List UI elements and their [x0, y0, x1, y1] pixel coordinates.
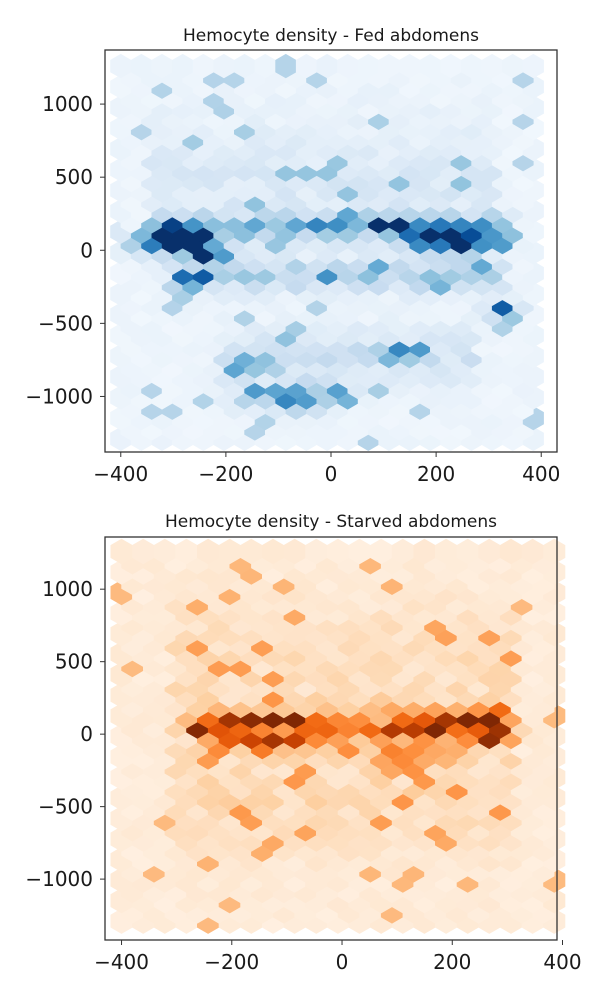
x-tick-label: −400	[94, 950, 149, 974]
hexbin-cell	[192, 53, 214, 79]
starved-hexbin-panel: Hemocyte density - Starved abdomens −400…	[25, 512, 581, 974]
hexbin-cell	[262, 538, 284, 565]
x-tick-label: −400	[93, 462, 148, 486]
hexbin-cell	[399, 53, 421, 79]
chart-title: Hemocyte density - Starved abdomens	[165, 512, 497, 532]
hexbin-cell	[254, 53, 276, 79]
hexbin-cell	[240, 538, 263, 565]
hexbin-cell	[378, 53, 400, 79]
hexbin-cell	[283, 538, 306, 565]
y-axis: −1000 −500 0 500 1000	[25, 577, 105, 891]
hexbin-cell	[460, 53, 482, 79]
hexbin-cell	[456, 538, 479, 565]
x-axis: −400 −200 0 200 400	[94, 940, 582, 974]
hexbin-cell	[172, 53, 194, 79]
hexbin-cell	[478, 538, 501, 565]
hexbin-cells	[110, 538, 566, 934]
hexbin-cell	[521, 538, 544, 565]
chart-title: Hemocyte density - Fed abdomens	[183, 26, 479, 46]
y-tick-label: −1000	[25, 384, 93, 408]
y-tick-label: 0	[80, 722, 93, 746]
x-tick-label: 200	[417, 462, 455, 486]
hexbin-cell	[481, 53, 503, 79]
y-tick-label: 1000	[42, 577, 93, 601]
hexbin-cell	[153, 538, 176, 565]
x-tick-label: −200	[198, 462, 253, 486]
hexbin-cell	[337, 53, 359, 79]
x-axis: −400 −200 0 200 400	[93, 452, 560, 486]
hexbin-cell	[370, 538, 393, 565]
y-axis: −1000 −500 0 500 1000	[25, 92, 105, 408]
hexbin-cell	[197, 538, 220, 565]
hexbin-cell	[522, 53, 544, 79]
y-tick-label: 0	[80, 238, 93, 262]
y-tick-label: −1000	[25, 867, 93, 891]
y-tick-label: −500	[38, 311, 93, 335]
hexbin-cell	[275, 53, 297, 79]
hexbin-cell	[218, 538, 241, 565]
hexbin-cell	[419, 53, 441, 79]
hexbin-cell	[435, 538, 458, 565]
y-tick-label: 500	[55, 650, 93, 674]
y-tick-label: 1000	[42, 92, 93, 116]
hexbin-cell	[175, 538, 198, 565]
x-tick-label: 0	[325, 462, 338, 486]
hexbin-cell	[234, 53, 256, 79]
x-tick-label: −200	[204, 950, 259, 974]
hexbin-cell	[130, 53, 152, 79]
hexbin-cell	[413, 538, 436, 565]
hexbin-cell	[213, 53, 235, 79]
hexbin-cell	[316, 53, 338, 79]
hexbin-cell	[305, 538, 328, 565]
hexbin-cell	[499, 538, 522, 565]
hexbin-cell	[110, 538, 133, 565]
y-tick-label: −500	[38, 795, 93, 819]
hexbin-cell	[502, 53, 524, 79]
hexbin-cell	[348, 538, 371, 565]
fed-hexbin-panel: Hemocyte density - Fed abdomens −400 −200…	[25, 26, 560, 486]
x-tick-label: 400	[522, 462, 560, 486]
y-tick-label: 500	[55, 165, 93, 189]
hexbin-cells	[110, 53, 544, 451]
hexbin-cell	[151, 53, 173, 79]
hexbin-cell	[295, 53, 317, 79]
hexbin-cell	[326, 538, 349, 565]
x-tick-label: 400	[543, 950, 581, 974]
hexbin-cell	[110, 53, 132, 79]
x-tick-label: 200	[433, 950, 471, 974]
hexbin-cell	[357, 53, 379, 79]
plot-frame	[104, 536, 558, 941]
hexbin-cell	[391, 538, 414, 565]
hexbin-cell	[132, 538, 155, 565]
hexbin-cell	[543, 538, 566, 565]
x-tick-label: 0	[336, 950, 349, 974]
hexbin-cell	[440, 53, 462, 79]
